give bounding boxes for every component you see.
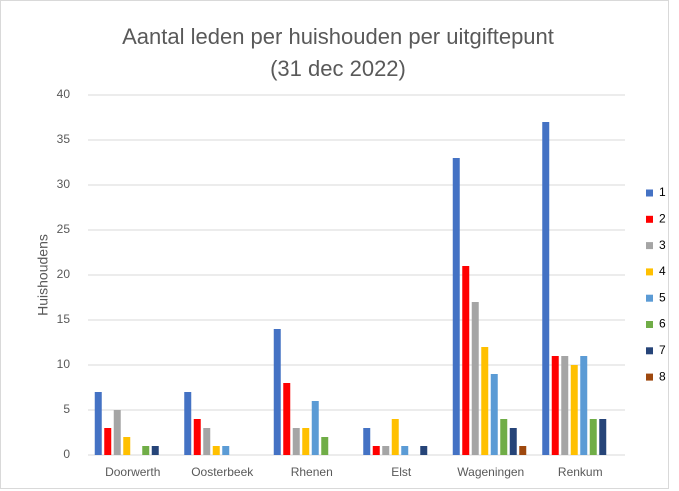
y-tick-label: 15 — [57, 312, 71, 326]
bar — [462, 266, 470, 455]
legend-swatch — [646, 189, 653, 197]
bar — [490, 374, 498, 455]
legend-swatch — [646, 347, 653, 355]
bar — [551, 356, 559, 455]
bar — [561, 356, 569, 455]
y-tick-label: 20 — [57, 267, 71, 281]
bar — [452, 158, 460, 455]
legend-label: 7 — [659, 343, 666, 357]
legend-label: 5 — [659, 290, 666, 304]
bar — [519, 446, 527, 455]
bar — [401, 446, 409, 455]
bar — [599, 419, 607, 455]
bar — [193, 419, 201, 455]
legend-swatch — [646, 321, 653, 328]
x-tick-label: Wageningen — [457, 465, 524, 479]
legend-label: 2 — [659, 211, 666, 225]
chart-title: Aantal leden per huishouden per uitgifte… — [122, 24, 554, 49]
legend-label: 1 — [659, 185, 666, 199]
bar — [94, 392, 102, 455]
y-tick-label: 25 — [57, 222, 71, 236]
bar — [580, 356, 588, 455]
legend-label: 8 — [659, 369, 666, 383]
legend-label: 3 — [659, 238, 666, 252]
bar — [212, 446, 220, 455]
bar — [321, 437, 329, 455]
bar — [471, 302, 479, 455]
legend-label: 6 — [659, 317, 666, 331]
legend-swatch — [646, 215, 653, 223]
bar — [391, 419, 399, 455]
x-tick-label: Rhenen — [291, 465, 333, 479]
legend-swatch — [646, 268, 653, 276]
bar — [292, 428, 300, 455]
bar — [420, 446, 428, 455]
bar — [382, 446, 390, 455]
bar — [184, 392, 192, 455]
x-tick-label: Renkum — [558, 465, 603, 479]
bar — [589, 419, 597, 455]
legend-swatch — [646, 373, 653, 381]
bar — [509, 428, 517, 455]
bar — [222, 446, 230, 455]
bar — [500, 419, 508, 455]
bar — [273, 329, 281, 455]
x-tick-label: Elst — [391, 465, 412, 479]
bar — [570, 365, 578, 455]
x-tick-label: Doorwerth — [105, 465, 160, 479]
bar — [363, 428, 371, 455]
legend-swatch — [646, 294, 653, 302]
bar — [151, 446, 159, 455]
bar — [123, 437, 131, 455]
bar — [104, 428, 112, 455]
legend-label: 4 — [659, 264, 666, 278]
y-tick-label: 40 — [57, 87, 71, 101]
bar — [311, 401, 319, 455]
y-tick-label: 35 — [57, 132, 71, 146]
bar — [142, 446, 150, 455]
x-tick-label: Oosterbeek — [191, 465, 254, 479]
bar — [203, 428, 211, 455]
y-tick-label: 0 — [63, 447, 70, 461]
y-tick-label: 5 — [63, 402, 70, 416]
bar — [481, 347, 489, 455]
y-axis-label: Huishoudens — [35, 234, 51, 316]
bar — [113, 410, 121, 455]
bar — [372, 446, 380, 455]
legend-swatch — [646, 242, 653, 250]
y-tick-label: 30 — [57, 177, 71, 191]
bar — [283, 383, 291, 455]
y-tick-label: 10 — [57, 357, 71, 371]
chart-subtitle: (31 dec 2022) — [270, 56, 406, 81]
bar — [542, 122, 550, 455]
bar — [302, 428, 310, 455]
